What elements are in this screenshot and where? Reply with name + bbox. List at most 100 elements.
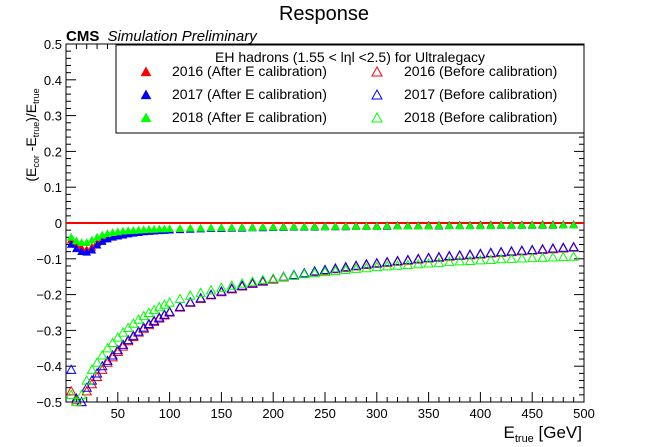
x-tick-label: 250 xyxy=(314,406,336,421)
x-tick-label: 150 xyxy=(211,406,233,421)
series-2018-after-e-calibration- xyxy=(66,220,578,246)
data-point xyxy=(160,224,169,233)
y-tick-label: 0.1 xyxy=(44,180,62,195)
legend-entry: 2016 (After E calibration) xyxy=(140,63,327,79)
data-point xyxy=(433,251,445,262)
data-point xyxy=(412,258,424,269)
data-point xyxy=(547,251,559,262)
data-point xyxy=(196,223,206,232)
data-point xyxy=(72,236,81,245)
data-point xyxy=(76,396,87,407)
legend-label: 2018 (Before calibration) xyxy=(404,109,557,125)
data-point xyxy=(443,256,455,267)
data-point xyxy=(371,257,383,268)
data-point xyxy=(538,220,547,229)
data-point xyxy=(81,374,93,385)
data-point xyxy=(123,226,133,235)
data-point xyxy=(237,223,247,231)
data-point xyxy=(392,255,403,266)
data-point xyxy=(454,255,466,266)
data-point xyxy=(557,242,569,252)
data-point xyxy=(153,311,165,322)
data-point xyxy=(149,224,159,233)
data-point xyxy=(148,304,160,315)
data-point xyxy=(71,394,82,405)
data-point xyxy=(475,254,486,265)
y-tick-label: −0.4 xyxy=(36,359,62,374)
data-point xyxy=(96,349,108,360)
legend-label: 2017 (Before calibration) xyxy=(404,86,557,102)
data-point xyxy=(279,222,288,231)
y-tick-label: 0 xyxy=(55,216,62,231)
data-point xyxy=(184,296,196,307)
x-axis-label-main: E xyxy=(504,423,515,442)
data-point xyxy=(454,249,466,260)
data-point xyxy=(402,254,414,264)
data-point xyxy=(455,221,465,230)
legend-entry: 2016 (Before calibration) xyxy=(371,63,557,79)
data-point xyxy=(517,220,527,229)
data-point xyxy=(381,256,393,267)
legend-marker xyxy=(140,66,152,77)
data-point xyxy=(548,220,558,229)
data-point xyxy=(143,318,155,329)
y-tick-label: 0.5 xyxy=(44,37,62,52)
data-point xyxy=(65,385,77,396)
data-point xyxy=(267,272,279,283)
data-point xyxy=(248,223,257,231)
legend-label: 2016 (Before calibration) xyxy=(404,63,557,79)
legend-header: EH hadrons (1.55 < lηl <2.5) for Ultrale… xyxy=(215,49,485,65)
data-point xyxy=(117,339,129,349)
data-point xyxy=(247,277,258,288)
data-point xyxy=(112,346,124,356)
data-point xyxy=(465,221,475,230)
data-point xyxy=(568,251,579,261)
svg-text:(Ecor -Etrue)/Etrue: (Ecor -Etrue)/Etrue xyxy=(23,88,41,181)
data-point xyxy=(464,248,476,259)
data-point xyxy=(205,284,217,295)
data-point xyxy=(298,267,310,278)
data-point xyxy=(320,222,330,231)
data-point xyxy=(382,221,392,230)
data-point xyxy=(433,257,445,267)
data-point xyxy=(434,221,444,230)
legend-box xyxy=(115,44,585,134)
data-point xyxy=(217,223,226,232)
data-point xyxy=(118,226,128,235)
data-point xyxy=(102,355,113,365)
data-point xyxy=(86,364,98,374)
data-point xyxy=(351,222,361,230)
data-point xyxy=(506,253,517,263)
y-tick-label: 0.3 xyxy=(44,109,62,124)
data-point xyxy=(288,270,300,280)
legend-entry: 2018 (Before calibration) xyxy=(371,109,557,125)
data-point xyxy=(361,258,372,269)
legend-label: 2016 (After E calibration) xyxy=(172,63,327,79)
data-point xyxy=(361,262,372,273)
data-point xyxy=(569,220,578,229)
data-point xyxy=(247,276,258,286)
data-point xyxy=(485,254,497,264)
data-point xyxy=(77,238,86,246)
data-point xyxy=(102,342,113,353)
data-point xyxy=(102,357,113,367)
data-point xyxy=(309,267,320,278)
legend-entries: 2016 (After E calibration) 2017 (After E … xyxy=(140,63,557,125)
legend-marker xyxy=(140,112,152,123)
data-point xyxy=(81,382,93,392)
data-point xyxy=(134,225,143,234)
data-point xyxy=(107,349,118,360)
data-point xyxy=(516,252,528,263)
data-point xyxy=(558,220,568,229)
data-point xyxy=(340,264,352,274)
legend-label: 2018 (After E calibration) xyxy=(172,109,327,125)
data-point xyxy=(107,337,118,348)
data-point xyxy=(76,389,87,399)
data-point xyxy=(148,315,160,325)
data-point xyxy=(144,224,154,233)
data-point xyxy=(174,301,186,311)
data-point xyxy=(350,260,362,270)
legend-marker xyxy=(140,89,152,100)
data-point xyxy=(319,266,331,277)
data-point xyxy=(278,271,289,282)
